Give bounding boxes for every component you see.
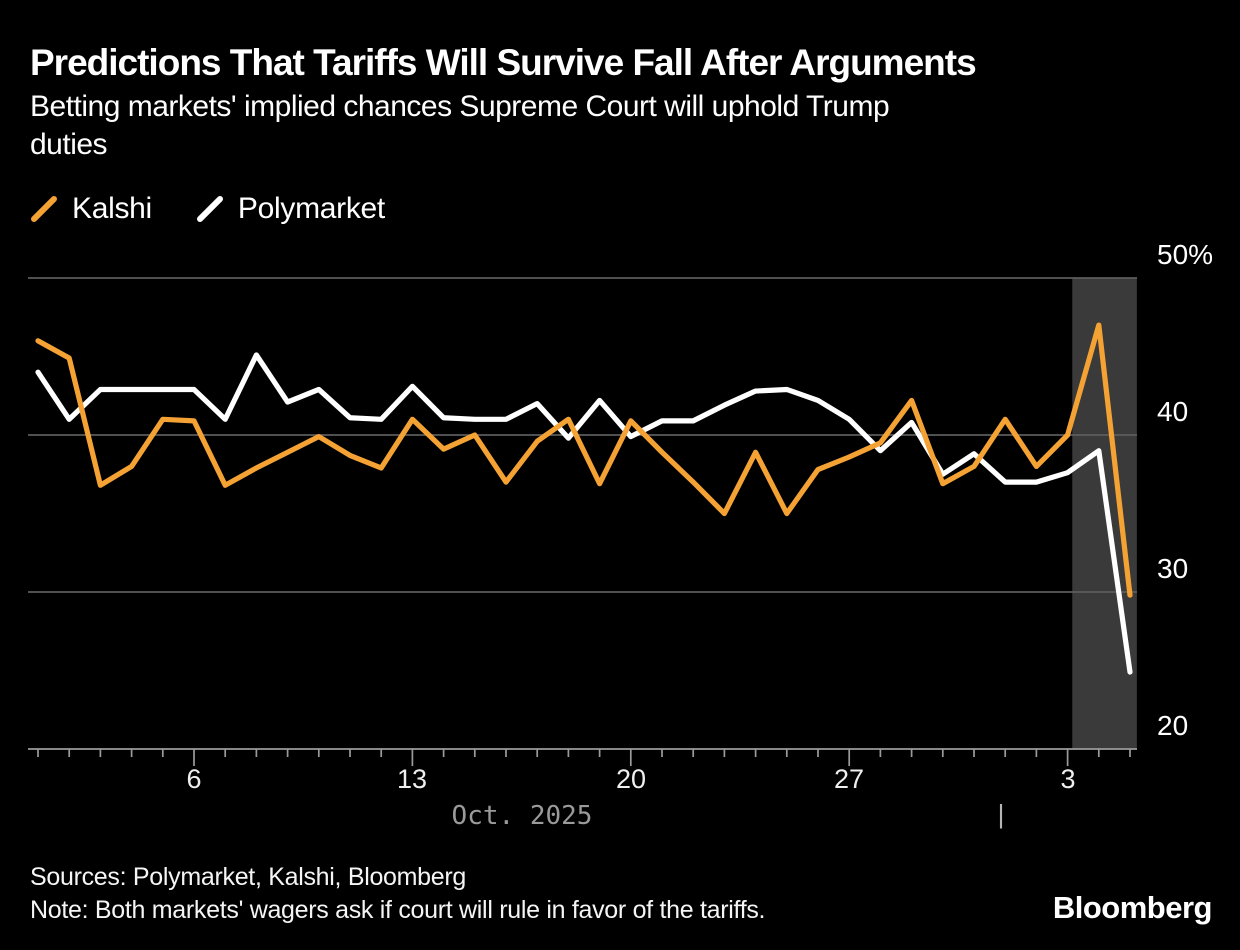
x-axis-month-label: Oct. 2025 [451, 801, 593, 831]
chart-title: Predictions That Tariffs Will Survive Fa… [30, 42, 977, 83]
x-axis-label-oct-6: 6 [186, 764, 202, 794]
legend-label-kalshi: Kalshi [72, 192, 152, 225]
x-axis-label-nov-3: 3 [1060, 764, 1076, 794]
x-axis-label-oct-27: 27 [833, 764, 865, 794]
bloomberg-logo: Bloomberg [1052, 890, 1213, 925]
y-axis-label-30: 30 [1157, 553, 1189, 584]
chart-legend: Kalshi Polymarket [30, 192, 385, 226]
legend-item-kalshi: Kalshi [30, 192, 152, 226]
month-divider-mark: | [997, 799, 1005, 829]
chart-subtitle: Betting markets' implied chances Supreme… [30, 88, 890, 164]
polymarket-line-swatch-icon [196, 196, 223, 222]
y-axis-label-40: 40 [1157, 396, 1189, 427]
x-axis-label-oct-13: 13 [396, 764, 428, 794]
kalshi-line [35, 322, 1133, 598]
y-axis-label-20: 20 [1157, 710, 1189, 741]
chart-subtitle-line-1: Betting markets' implied chances Supreme… [30, 90, 890, 123]
note-text: Note: Both markets' wagers ask if court … [30, 896, 766, 924]
highlight-band [1072, 278, 1137, 749]
y-axis-label-50: 50% [1157, 239, 1214, 270]
legend-label-polymarket: Polymarket [237, 192, 385, 225]
legend-item-polymarket: Polymarket [196, 192, 385, 226]
chart-subtitle-line-2: duties [30, 128, 108, 161]
kalshi-line-swatch-icon [31, 196, 57, 222]
sources-text: Sources: Polymarket, Kalshi, Bloomberg [30, 863, 467, 891]
x-axis-label-oct-20: 20 [615, 764, 647, 794]
polymarket-line [35, 352, 1133, 675]
chart-footer: Sources: Polymarket, Kalshi, Bloomberg N… [30, 861, 765, 927]
